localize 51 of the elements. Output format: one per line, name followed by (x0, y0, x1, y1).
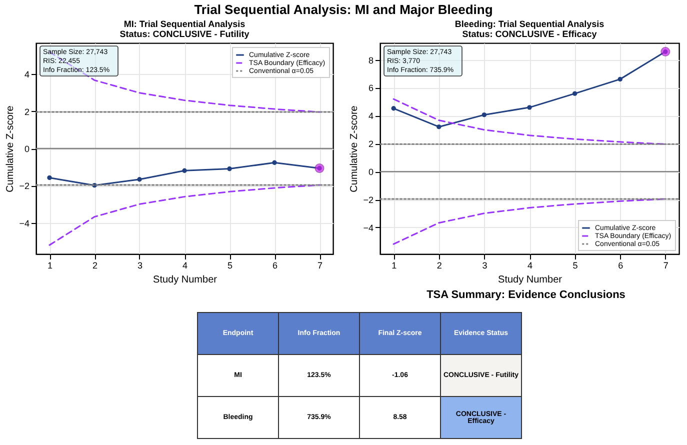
x-axis-title: Study Number (153, 274, 218, 286)
y-tick-label: 0 (368, 167, 374, 178)
x-tick-label: 1 (47, 260, 53, 270)
y-tick-label: 4 (24, 70, 30, 80)
x-tick-label: 5 (227, 260, 233, 270)
y-tick-label: 2 (24, 106, 30, 117)
y-tick-label: 2 (368, 139, 374, 150)
point (314, 164, 324, 173)
y-tick-label: 6 (368, 83, 374, 94)
point (391, 106, 396, 111)
y-tick-label: −4 (363, 222, 374, 233)
x-tick-label: 3 (482, 260, 488, 270)
y-tick-label: 4 (368, 111, 374, 122)
y-tick-label: 8 (368, 55, 374, 66)
point (482, 112, 487, 118)
x-axis-title: Study Number (498, 274, 563, 286)
line-series (392, 98, 666, 145)
x-tick-label: 2 (436, 260, 442, 270)
chart-subtitle: Status: CONCLUSIVE - Efficacy (462, 29, 597, 39)
y-tick-label: 0 (24, 144, 30, 154)
y-axis-title: Cumulative Z-score (5, 105, 16, 192)
text: TSA Summary: Evidence Conclusions (426, 289, 626, 301)
x-tick-label: 7 (663, 260, 668, 270)
x-tick-label: 6 (272, 260, 278, 270)
x-tick-label: 4 (182, 260, 188, 270)
point (227, 166, 232, 172)
point (436, 124, 442, 130)
x-tick-label: 6 (618, 260, 624, 270)
x-tick-label: 2 (92, 260, 98, 270)
chart-title: MI: Trial Sequential Analysis (124, 19, 246, 29)
point (572, 91, 578, 96)
point (137, 177, 142, 182)
y-tick-label: −2 (363, 195, 374, 206)
x-tick-label: 4 (527, 260, 533, 270)
text: Trial Sequential Analysis: MI and Major Bleeding (193, 2, 494, 17)
point (660, 46, 670, 56)
point (182, 168, 187, 173)
point (47, 175, 52, 180)
chart-title: Bleeding: Trial Sequential Analysis (454, 19, 604, 29)
x-tick-label: 5 (572, 260, 578, 270)
point (527, 105, 532, 110)
x-tick-label: 1 (392, 260, 397, 270)
y-tick-label: −2 (19, 181, 30, 192)
x-tick-label: 3 (137, 260, 143, 270)
y-axis-title: Cumulative Z-score (349, 105, 360, 192)
point (272, 160, 277, 165)
y-tick-label: −4 (19, 218, 30, 228)
point (618, 76, 622, 82)
line-series (48, 184, 320, 246)
chart-subtitle: Status: CONCLUSIVE - Futility (120, 29, 250, 39)
x-tick-label: 7 (317, 260, 323, 270)
